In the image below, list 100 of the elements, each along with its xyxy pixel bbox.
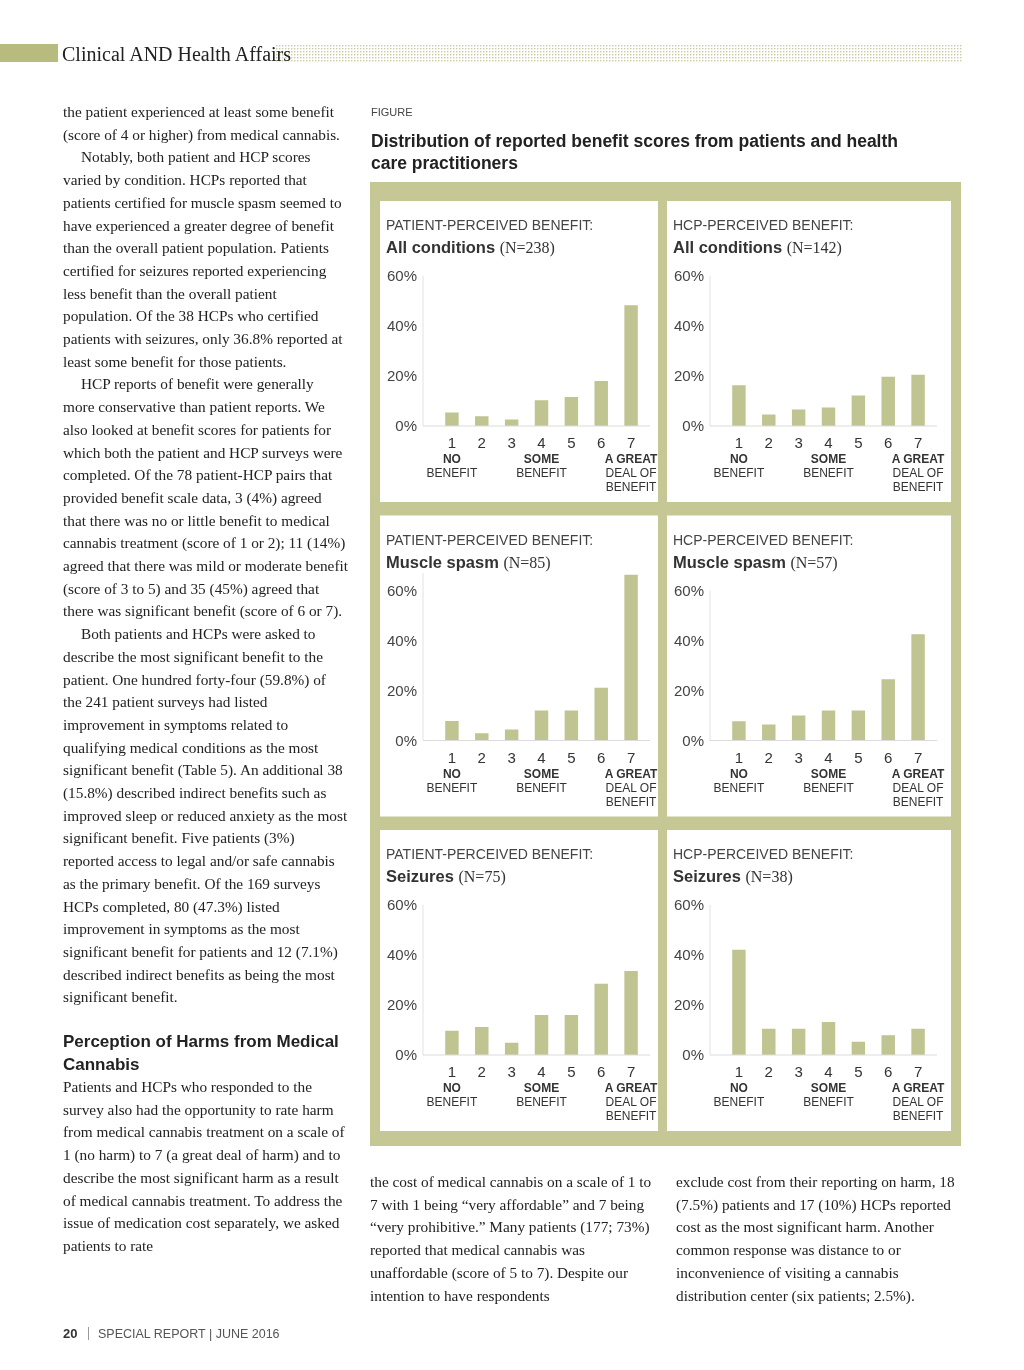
x-tick-label: 3 xyxy=(507,1063,516,1080)
bar xyxy=(732,385,746,426)
x-tick-label: 2 xyxy=(764,434,773,451)
bar xyxy=(851,395,866,426)
bar xyxy=(911,634,925,741)
bar xyxy=(762,724,776,741)
bar xyxy=(624,971,638,1055)
bar xyxy=(534,710,549,741)
x-tick-label: 3 xyxy=(507,434,516,451)
x-tick-label: 2 xyxy=(764,748,773,766)
x-tick-label: 5 xyxy=(854,748,863,766)
bar xyxy=(624,574,638,741)
y-tick-label: 40% xyxy=(673,946,704,964)
x-tick-label: 1 NO BENEFIT xyxy=(713,748,765,795)
x-tick-label: 2 xyxy=(477,748,486,766)
x-tick-label: 7 A GREAT DEAL OF BENEFIT xyxy=(891,434,946,494)
text: Patients and HCPs who responded to the survey also had the opportunity to rate harm from medical cannabis treatment on a scale of 1 (no harm) to 7 (a great deal of harm) and to describe the most significant harm as a result of medical cannabis treatment. To address the issue of medication cost separately, we asked patients to rate xyxy=(63,1078,346,1254)
chart-subtitle: All conditions (N=142) xyxy=(673,238,842,257)
x-tick-label: 7 A GREAT DEAL OF BENEFIT xyxy=(604,748,659,809)
x-tick-label: 1 NO BENEFIT xyxy=(713,434,765,480)
y-tick-label: 0% xyxy=(395,731,417,749)
y-tick-label: 40% xyxy=(673,317,704,335)
bar xyxy=(791,1028,806,1055)
x-tick-label: 6 xyxy=(884,748,893,766)
x-tick-label: 5 xyxy=(854,1063,863,1080)
x-tick-label: 1 NO BENEFIT xyxy=(426,1063,478,1109)
bar xyxy=(762,414,776,426)
text: HCP reports of benefit were generally more conservative than patient reports. We also looked at benefit scores for patients for which both the patient and HCP surveys were completed. Of the 78 patient-HCP pairs that provided benefit scale data, 3 (4%) agreed that there was no or little benefit to medical cannabis treatment (score of 1 or 2); 11 (14%) agreed that there was mild or moderate benefit (score of 3 to 5) and 35 (45%) agreed that there was significant benefit (score of 6 or 7). xyxy=(63,375,348,620)
bar xyxy=(911,374,925,426)
x-tick-label: 1 NO BENEFIT xyxy=(426,748,478,795)
bar xyxy=(564,1015,579,1055)
bar xyxy=(534,400,549,426)
x-tick-label: 3 xyxy=(794,748,803,766)
bar xyxy=(475,1027,489,1055)
chart-title: PATIENT-PERCEIVED BENEFIT: xyxy=(386,846,594,862)
x-tick-label: 6 xyxy=(597,748,606,766)
chart-title: HCP-PERCEIVED BENEFIT: xyxy=(673,531,854,548)
chart-title: PATIENT-PERCEIVED BENEFIT: xyxy=(386,531,594,548)
y-tick-label: 20% xyxy=(386,681,417,699)
x-tick-label: 4 SOME BENEFIT xyxy=(803,748,855,795)
bar xyxy=(851,710,866,741)
chart-subtitle: All conditions (N=238) xyxy=(386,238,555,257)
bar xyxy=(732,721,746,741)
y-tick-label: 60% xyxy=(673,581,704,599)
x-tick-label: 7 A GREAT DEAL OF BENEFIT xyxy=(891,1063,946,1123)
chart-subtitle: Seizures (N=38) xyxy=(673,867,793,886)
x-tick-label: 6 xyxy=(884,434,893,451)
bar xyxy=(475,733,489,741)
y-tick-label: 60% xyxy=(673,896,704,914)
bar xyxy=(624,305,638,426)
text: 20 xyxy=(63,1326,78,1341)
y-tick-label: 60% xyxy=(386,267,417,285)
chart-subtitle: Muscle spasm (N=57) xyxy=(673,552,838,572)
bar xyxy=(732,949,746,1055)
x-tick-label: 3 xyxy=(794,1063,803,1080)
y-tick-label: 0% xyxy=(682,417,704,435)
y-tick-label: 40% xyxy=(673,631,704,649)
bar xyxy=(445,721,459,741)
y-tick-label: 20% xyxy=(386,996,417,1014)
text: exclude cost from their reporting on harm, 18 (7.5%) patients and 17 (10%) HCPs reported cost as the most significant harm. Another common response was distance to or inconvenience of visiting a cannabis distribution center (six patients; 2.5%). xyxy=(676,1173,956,1305)
y-tick-label: 0% xyxy=(395,1046,417,1064)
text: Perception of Harms from Medical Cannabis xyxy=(63,1032,339,1074)
text: Clinical AND Health Affairs xyxy=(62,43,292,65)
x-tick-label: 2 xyxy=(764,1063,773,1080)
y-tick-label: 0% xyxy=(395,417,417,435)
bar xyxy=(445,412,459,426)
x-tick-label: 4 SOME BENEFIT xyxy=(516,1063,568,1109)
y-tick-label: 0% xyxy=(682,1046,704,1064)
x-tick-label: 2 xyxy=(477,434,486,451)
text: FIGURE xyxy=(371,106,413,118)
x-tick-label: 4 SOME BENEFIT xyxy=(516,748,568,795)
x-tick-label: 4 SOME BENEFIT xyxy=(516,434,568,480)
x-tick-label: 5 xyxy=(567,748,576,766)
bar xyxy=(594,381,608,426)
x-tick-label: 3 xyxy=(507,748,516,766)
x-tick-label: 7 A GREAT DEAL OF BENEFIT xyxy=(604,1063,659,1123)
x-tick-label: 6 xyxy=(884,1063,893,1080)
x-tick-label: 6 xyxy=(597,434,606,451)
x-tick-label: 2 xyxy=(477,1063,486,1080)
x-tick-label: 5 xyxy=(854,434,863,451)
y-tick-label: 20% xyxy=(673,996,704,1014)
chart-subtitle: Muscle spasm (N=85) xyxy=(386,552,551,572)
text: Both patients and HCPs were asked to describe the most significant benefit to the patient. One hundred forty-four (59.8%) of the 241 patient surveys had listed improvement in symptoms related to qualifying medical conditions as the most significant benefit (Table 5). An additional 38 (15.8%) described indirect benefits such as improved sleep or reduced anxiety as the most significant benefit. Five patients (3%) reported access to legal and/or safe cannabis as the primary benefit. Of the 169 surveys HCPs completed, 80 (47.3%) listed improvement in symptoms as the most significant benefit for patients and 12 (7.1%) described indirect benefits as being the most significant benefit. xyxy=(63,625,348,1006)
y-tick-label: 40% xyxy=(386,946,417,964)
x-tick-label: 1 NO BENEFIT xyxy=(713,1063,765,1109)
bar xyxy=(475,416,489,426)
x-tick-label: 3 xyxy=(794,434,803,451)
y-tick-label: 0% xyxy=(682,731,704,749)
y-tick-label: 60% xyxy=(673,267,704,285)
x-tick-label: 7 A GREAT DEAL OF BENEFIT xyxy=(891,748,946,809)
bar xyxy=(881,1035,895,1055)
x-tick-label: 4 SOME BENEFIT xyxy=(803,1063,855,1109)
y-tick-label: 60% xyxy=(386,581,417,599)
y-tick-label: 20% xyxy=(673,681,704,699)
bar xyxy=(821,1022,836,1055)
text: SPECIAL REPORT | JUNE 2016 xyxy=(98,1327,280,1341)
y-tick-label: 20% xyxy=(386,367,417,385)
bar xyxy=(881,376,895,426)
text: the cost of medical cannabis on a scale of 1 to 7 with 1 being “very affordable” and 7 being “very prohibitive.” Many patients (177; 73%) reported that medical cannabis was unaffordable (score of 5 to 7). Despite our intention to have respondents xyxy=(370,1173,652,1304)
x-tick-label: 1 NO BENEFIT xyxy=(426,434,478,480)
